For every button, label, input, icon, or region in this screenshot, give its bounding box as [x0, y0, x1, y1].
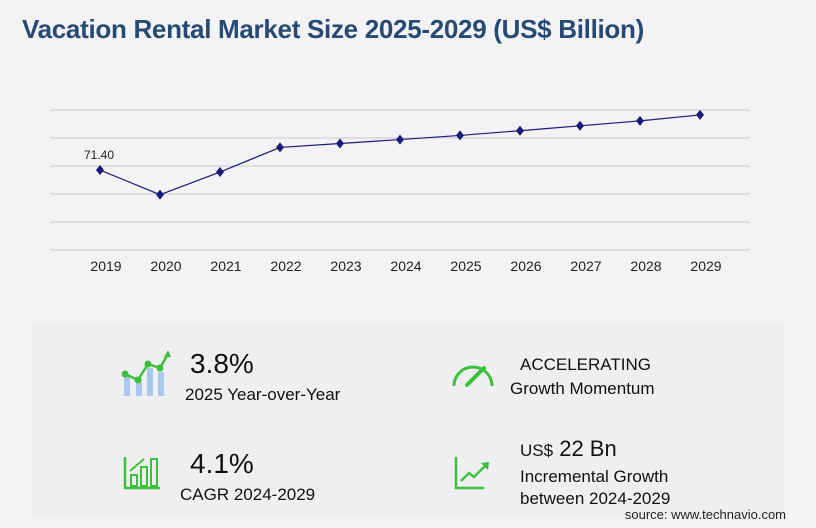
line-chart: 2019 71.40 2020 2021 2022 2023 2024 2025 2026 202… [50, 109, 750, 274]
data-point-2020 [156, 189, 164, 200]
x-tick-label: 2028 [630, 258, 661, 274]
x-tick-label: 2022 [270, 258, 301, 274]
data-point-2026 [516, 125, 524, 136]
x-tick-label: 2026 [510, 258, 541, 274]
x-tick-label: 2025 [450, 258, 481, 274]
data-point-2022 [276, 142, 284, 153]
source-note: source: www.technavio.com [624, 507, 786, 522]
data-point-2021 [216, 167, 224, 178]
growth-chart-icon [121, 350, 171, 396]
data-point-2023 [336, 138, 344, 149]
x-tick-label: 2019 [90, 258, 121, 274]
incremental-value: US$ 22 Bn [520, 436, 617, 464]
cagr-label: CAGR 2024-2029 [180, 485, 316, 504]
x-tick-label: 2021 [210, 258, 241, 274]
x-tick-label: 2027 [570, 258, 601, 274]
data-point-2027 [576, 120, 584, 131]
incremental-amount: 22 Bn [559, 436, 617, 461]
yoy-label: 2025 Year-over-Year [185, 385, 341, 404]
data-point-2024 [396, 134, 404, 145]
x-tick-label: 2023 [330, 258, 361, 274]
data-point-2028 [636, 115, 644, 126]
yoy-value: 3.8% [190, 348, 254, 379]
chart-title: Vacation Rental Market Size 2025-2029 (U… [22, 14, 644, 44]
x-tick-label: 2024 [390, 258, 421, 274]
incremental-label-1: Incremental Growth [520, 467, 669, 486]
data-point-2025 [456, 130, 464, 141]
incremental-label-2: between 2024-2029 [520, 489, 671, 508]
data-point-2029 [696, 109, 704, 120]
data-point-2019 [96, 165, 104, 176]
x-tick-label: 2020 [150, 258, 181, 274]
speedometer-icon [452, 365, 494, 387]
currency-prefix: US$ [520, 441, 554, 460]
bar-chart-icon [123, 457, 160, 490]
data-label: 71.40 [84, 148, 114, 162]
momentum-value: ACCELERATING [520, 355, 651, 374]
momentum-label: Growth Momentum [510, 379, 655, 398]
cagr-value: 4.1% [190, 448, 254, 479]
x-tick-label: 2029 [690, 258, 721, 274]
series-line [99, 114, 701, 196]
trend-up-icon [454, 457, 489, 490]
